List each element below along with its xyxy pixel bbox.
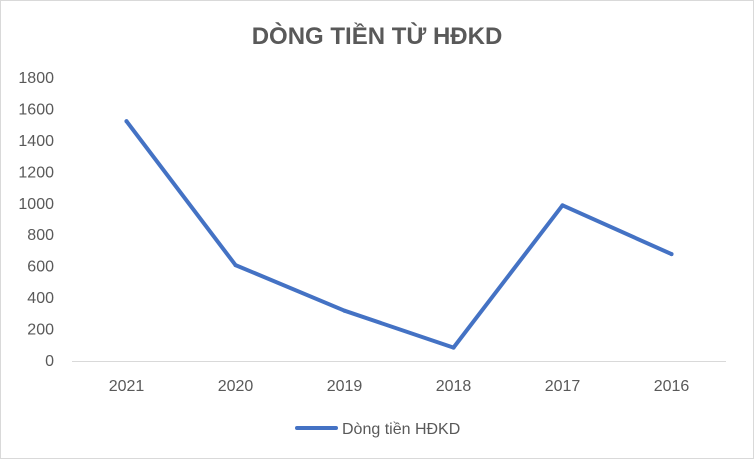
x-tick-label: 2020 — [218, 378, 254, 395]
y-tick-label: 1800 — [18, 70, 54, 87]
data-point — [233, 263, 238, 268]
data-point — [669, 252, 674, 257]
y-axis-tick-labels: 0 200 400 600 800 1000 1200 1400 1600 1800 — [18, 70, 54, 370]
y-tick-label: 1000 — [18, 196, 54, 213]
legend-label: Dòng tiền HĐKD — [342, 421, 460, 438]
data-point — [342, 308, 347, 313]
y-tick-label: 1200 — [18, 164, 54, 181]
series-line — [124, 119, 674, 350]
data-point — [124, 119, 129, 124]
y-tick-label: 800 — [27, 227, 54, 244]
series-group — [124, 119, 674, 350]
x-axis-tick-labels: 2021 2020 2019 2018 2017 2016 — [109, 378, 690, 395]
x-tick-label: 2016 — [654, 378, 690, 395]
chart-title: DÒNG TIỀN TỪ HĐKD — [252, 22, 503, 50]
y-tick-label: 200 — [27, 322, 54, 339]
y-tick-label: 1400 — [18, 133, 54, 150]
x-tick-label: 2021 — [109, 378, 145, 395]
data-point — [451, 345, 456, 350]
x-tick-label: 2017 — [545, 378, 581, 395]
y-tick-label: 400 — [27, 290, 54, 307]
y-tick-label: 1600 — [18, 101, 54, 118]
y-tick-label: 0 — [45, 353, 54, 370]
legend: Dòng tiền HĐKD — [295, 421, 460, 438]
y-tick-label: 600 — [27, 259, 54, 276]
data-point — [560, 203, 565, 208]
x-tick-label: 2018 — [436, 378, 472, 395]
x-tick-label: 2019 — [327, 378, 363, 395]
